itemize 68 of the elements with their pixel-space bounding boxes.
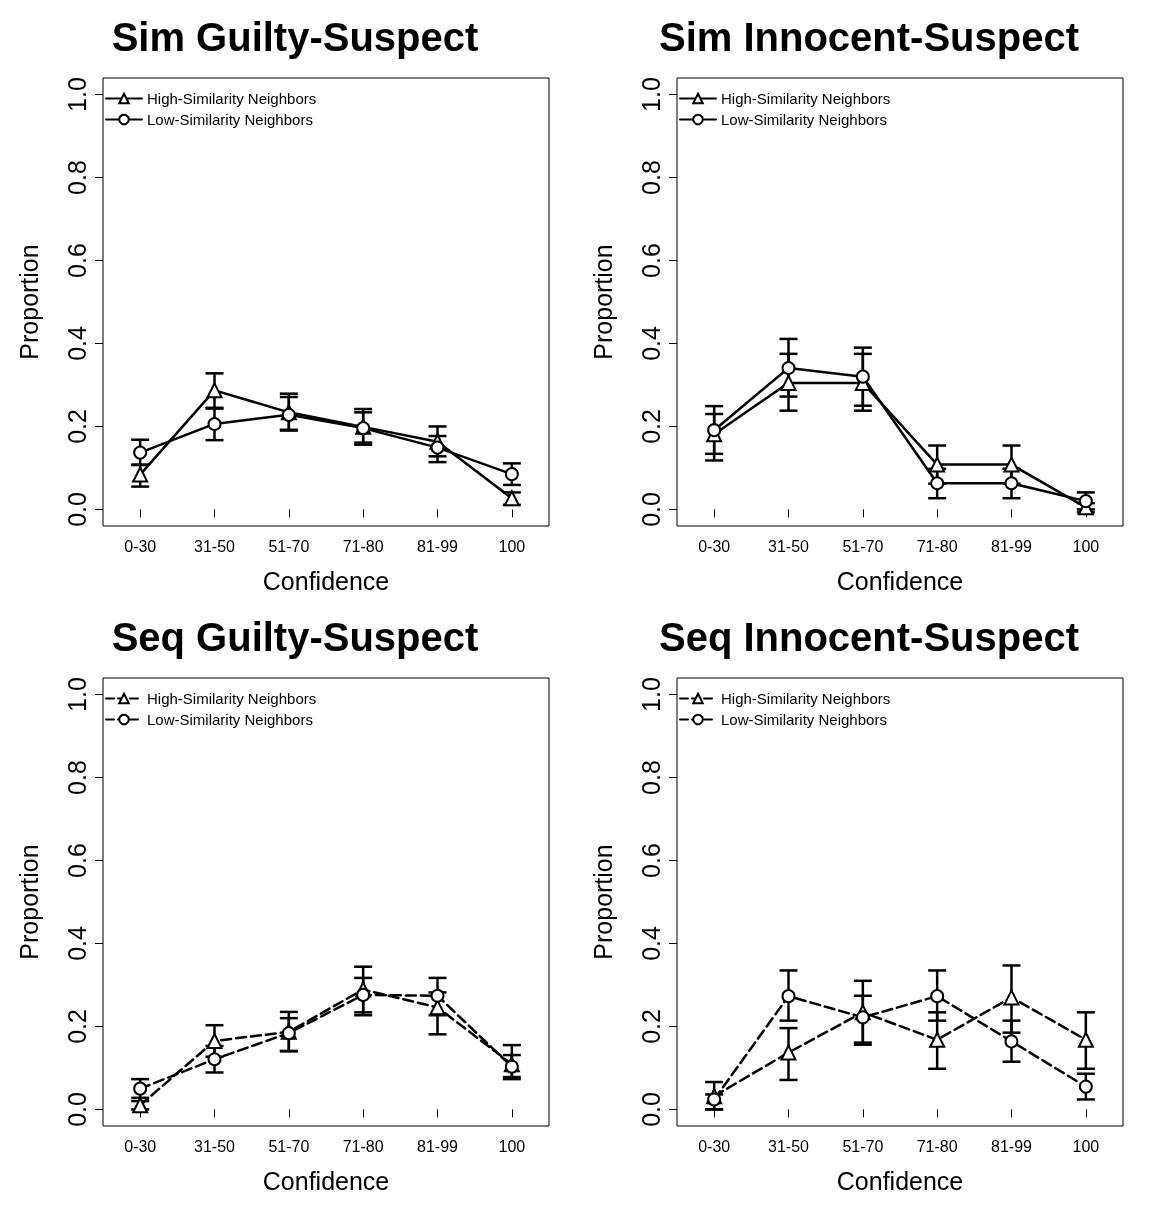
x-tick-label: 100 [1072,1137,1100,1155]
chart-title: Sim Innocent-Suspect [658,15,1080,59]
y-tick-label: 0.2 [636,1009,665,1044]
x-tick-label: 100 [1072,537,1100,555]
y-tick-label: 0.6 [636,843,665,878]
legend-label: Low-Similarity Neighbors [147,111,313,128]
legend-label: High-Similarity Neighbors [721,690,891,707]
legend-label: High-Similarity Neighbors [147,690,317,707]
legend-label: Low-Similarity Neighbors [721,111,887,128]
y-tick-label: 0.4 [62,326,91,361]
x-tick-label: 51-70 [268,1137,310,1155]
chart-title: Seq Innocent-Suspect [658,615,1080,659]
y-tick-label: 0.4 [636,926,665,961]
x-tick-label: 100 [498,537,526,555]
y-tick-label: 0.4 [636,326,665,361]
y-tick-label: 0.0 [636,492,665,527]
y-tick-label: 1.0 [636,677,665,712]
legend-label: High-Similarity Neighbors [721,90,891,107]
x-tick-label: 51-70 [842,537,884,555]
x-tick-label: 81-99 [991,1137,1033,1155]
y-tick-label: 1.0 [62,77,91,112]
x-axis-title: Confidence [836,1166,964,1195]
x-tick-label: 81-99 [991,537,1033,555]
x-tick-label: 81-99 [417,1137,459,1155]
y-tick-label: 0.2 [636,409,665,444]
chart-title: Sim Guilty-Suspect [111,15,479,59]
y-tick-label: 0.2 [62,409,91,444]
y-axis-title: Proportion [14,244,43,360]
y-tick-label: 0.8 [62,160,91,195]
y-tick-label: 0.6 [62,843,91,878]
x-tick-label: 31-50 [194,1137,236,1155]
x-tick-label: 71-80 [342,1137,384,1155]
y-tick-label: 1.0 [62,677,91,712]
y-tick-label: 0.4 [62,926,91,961]
y-tick-label: 0.2 [62,1009,91,1044]
y-tick-label: 0.0 [62,492,91,527]
legend-label: Low-Similarity Neighbors [147,711,313,728]
chart-title: Seq Guilty-Suspect [111,615,479,659]
x-axis-title: Confidence [262,1166,390,1195]
y-tick-label: 0.0 [62,1092,91,1127]
x-tick-label: 81-99 [417,537,459,555]
x-tick-label: 71-80 [342,537,384,555]
y-tick-label: 0.8 [636,760,665,795]
y-axis-title: Proportion [588,844,617,960]
y-tick-label: 0.6 [62,243,91,278]
x-tick-label: 0-30 [698,537,731,555]
x-tick-label: 0-30 [124,1137,157,1155]
x-tick-label: 100 [498,1137,526,1155]
x-tick-label: 0-30 [124,537,157,555]
x-tick-label: 51-70 [842,1137,884,1155]
x-tick-label: 31-50 [194,537,236,555]
x-tick-label: 71-80 [916,537,958,555]
legend-label: High-Similarity Neighbors [147,90,317,107]
y-tick-label: 0.6 [636,243,665,278]
x-tick-label: 31-50 [768,1137,810,1155]
x-tick-label: 31-50 [768,537,810,555]
y-axis-title: Proportion [14,844,43,960]
y-tick-label: 0.0 [636,1092,665,1127]
y-tick-label: 1.0 [636,77,665,112]
x-tick-label: 71-80 [916,1137,958,1155]
y-tick-label: 0.8 [62,760,91,795]
x-tick-label: 0-30 [698,1137,731,1155]
legend-label: Low-Similarity Neighbors [721,711,887,728]
x-axis-title: Confidence [836,566,964,595]
x-axis-title: Confidence [262,566,390,595]
x-tick-label: 51-70 [268,537,310,555]
y-tick-label: 0.8 [636,160,665,195]
y-axis-title: Proportion [588,244,617,360]
